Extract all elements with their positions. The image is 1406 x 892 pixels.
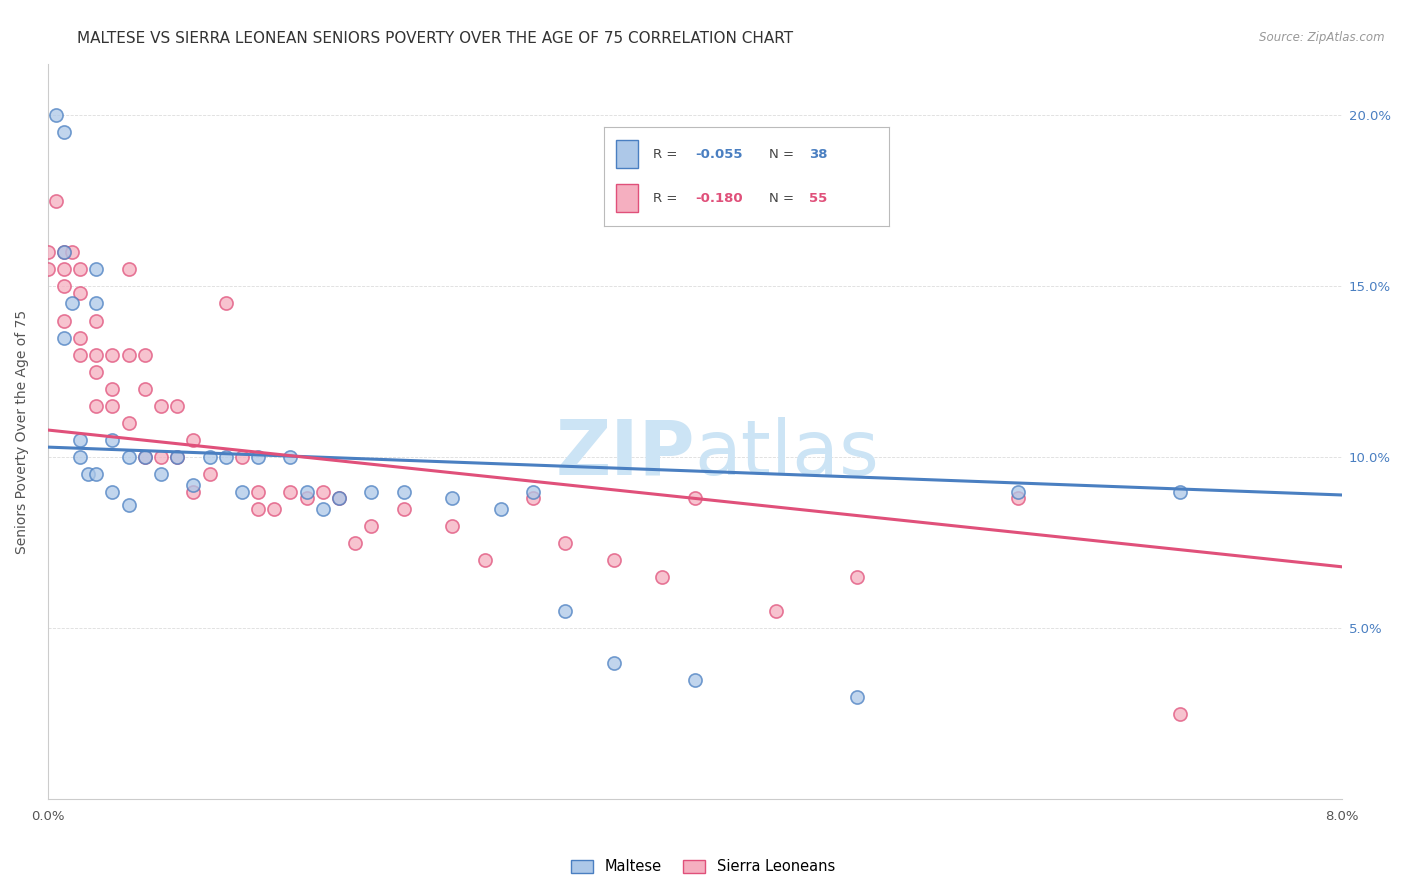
Point xyxy=(295,491,318,506)
Point xyxy=(37,262,59,277)
Point xyxy=(84,399,107,413)
Point xyxy=(603,656,626,670)
Point xyxy=(166,399,188,413)
Point xyxy=(69,286,91,301)
Point xyxy=(84,262,107,277)
Text: MALTESE VS SIERRA LEONEAN SENIORS POVERTY OVER THE AGE OF 75 CORRELATION CHART: MALTESE VS SIERRA LEONEAN SENIORS POVERT… xyxy=(77,31,793,46)
Point xyxy=(60,245,83,260)
Point xyxy=(280,450,302,465)
Point xyxy=(215,296,238,310)
Point xyxy=(37,245,59,260)
Point xyxy=(765,604,787,618)
Point xyxy=(1168,706,1191,721)
Point xyxy=(215,450,238,465)
Point xyxy=(554,604,576,618)
Point xyxy=(328,491,350,506)
Point xyxy=(263,501,285,516)
Point xyxy=(312,484,335,499)
Point xyxy=(360,484,382,499)
Point xyxy=(101,399,124,413)
Point xyxy=(474,553,496,567)
Point xyxy=(198,467,221,482)
Point xyxy=(117,498,139,512)
Point xyxy=(101,382,124,396)
Point xyxy=(84,348,107,362)
Point xyxy=(1168,484,1191,499)
Point xyxy=(392,484,415,499)
Text: ZIP: ZIP xyxy=(555,417,695,491)
Point xyxy=(280,484,302,499)
Point xyxy=(328,491,350,506)
Point xyxy=(1007,484,1029,499)
Point xyxy=(134,382,156,396)
Point xyxy=(117,348,139,362)
Point xyxy=(554,536,576,550)
Point xyxy=(52,313,75,327)
Point xyxy=(52,331,75,345)
Point xyxy=(183,477,205,491)
Point xyxy=(312,501,335,516)
Point xyxy=(150,467,173,482)
Point xyxy=(247,450,270,465)
Point xyxy=(683,491,706,506)
Point xyxy=(52,245,75,260)
Point xyxy=(150,450,173,465)
Point xyxy=(344,536,367,550)
Point xyxy=(845,690,868,704)
Point xyxy=(45,108,67,122)
Point xyxy=(198,450,221,465)
Point xyxy=(651,570,673,584)
Point xyxy=(69,262,91,277)
Point xyxy=(52,245,75,260)
Point xyxy=(69,450,91,465)
Point xyxy=(441,518,464,533)
Point xyxy=(392,501,415,516)
Point xyxy=(441,491,464,506)
Point xyxy=(489,501,512,516)
Point xyxy=(231,450,253,465)
Point xyxy=(183,434,205,448)
Point xyxy=(247,501,270,516)
Point xyxy=(231,484,253,499)
Point xyxy=(247,484,270,499)
Point xyxy=(101,484,124,499)
Point xyxy=(522,491,544,506)
Point xyxy=(84,313,107,327)
Text: atlas: atlas xyxy=(695,417,880,491)
Point xyxy=(60,296,83,310)
Point xyxy=(134,450,156,465)
Point xyxy=(360,518,382,533)
Point xyxy=(52,279,75,293)
Point xyxy=(683,673,706,687)
Point xyxy=(183,484,205,499)
Point xyxy=(84,467,107,482)
Point xyxy=(117,416,139,430)
Point xyxy=(522,484,544,499)
Point xyxy=(52,262,75,277)
Point xyxy=(134,450,156,465)
Point xyxy=(134,348,156,362)
Point xyxy=(69,434,91,448)
Point xyxy=(150,399,173,413)
Point xyxy=(52,125,75,139)
Point xyxy=(117,262,139,277)
Point xyxy=(101,348,124,362)
Point xyxy=(1007,491,1029,506)
Point xyxy=(101,434,124,448)
Point xyxy=(84,296,107,310)
Y-axis label: Seniors Poverty Over the Age of 75: Seniors Poverty Over the Age of 75 xyxy=(15,310,30,554)
Point xyxy=(117,450,139,465)
Point xyxy=(295,484,318,499)
Point xyxy=(166,450,188,465)
Point xyxy=(69,331,91,345)
Point xyxy=(166,450,188,465)
Text: Source: ZipAtlas.com: Source: ZipAtlas.com xyxy=(1260,31,1385,45)
Point xyxy=(84,365,107,379)
Point xyxy=(45,194,67,208)
Point xyxy=(69,348,91,362)
Point xyxy=(603,553,626,567)
Legend: Maltese, Sierra Leoneans: Maltese, Sierra Leoneans xyxy=(565,854,841,880)
Point xyxy=(77,467,100,482)
Point xyxy=(845,570,868,584)
